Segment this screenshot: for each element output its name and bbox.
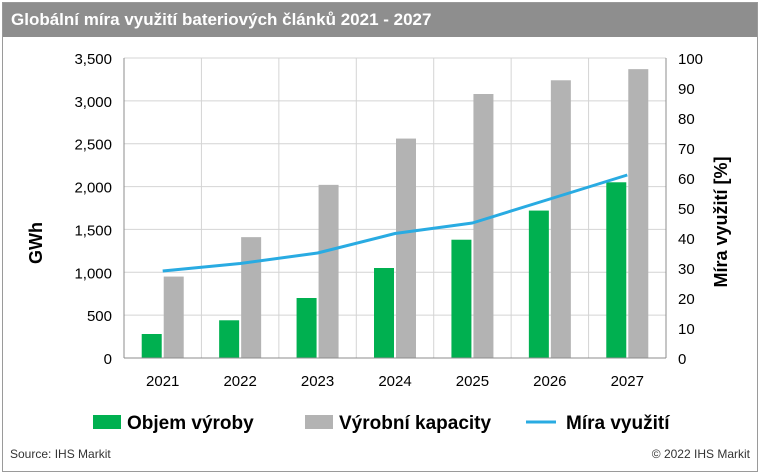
y2-tick-label: 100: [678, 51, 703, 68]
legend-label-production: Objem výroby: [127, 413, 254, 434]
utilization-line: [162, 173, 628, 273]
x-tick-label: 2026: [533, 373, 566, 390]
chart-frame: [2, 2, 758, 472]
y-tick-label: 3,500: [74, 51, 112, 68]
legend-label-utilization: Míra využití: [566, 413, 670, 434]
y-tick-label: 2,000: [74, 180, 112, 197]
y2-tick-label: 40: [678, 231, 695, 248]
y2-tick-label: 80: [678, 111, 695, 128]
bar-production: [219, 320, 240, 358]
bar-capacity: [318, 184, 339, 358]
bar-capacity: [241, 237, 262, 358]
y2-tick-label: 0: [678, 351, 686, 368]
y2-tick-label: 70: [678, 141, 695, 158]
source-note: Source: IHS Markit: [10, 447, 111, 461]
bar-capacity: [628, 69, 649, 359]
chart-title: Globální míra využití bateriových článků…: [3, 3, 757, 37]
copyright-note: © 2022 IHS Markit: [651, 447, 750, 461]
y2-tick-label: 30: [678, 261, 695, 278]
bar-production: [606, 182, 627, 358]
y-axis-label: GWh: [26, 222, 46, 264]
y-tick-label: 1,000: [74, 265, 112, 282]
bar-production: [451, 239, 472, 358]
legend-swatch-capacity: [305, 415, 333, 429]
y2-tick-label: 90: [678, 81, 695, 98]
legend-swatch-production: [93, 415, 121, 429]
bar-production: [296, 298, 317, 358]
bar-capacity: [163, 276, 184, 358]
bar-capacity: [550, 80, 571, 359]
y2-axis-label: Míra využití [%]: [711, 156, 731, 287]
x-tick-label: 2024: [378, 373, 411, 390]
x-tick-label: 2022: [223, 373, 256, 390]
y-tick-label: 1,500: [74, 222, 112, 239]
y-tick-label: 0: [104, 351, 112, 368]
x-tick-label: 2021: [146, 373, 179, 390]
bar-production: [528, 210, 549, 358]
y2-tick-label: 20: [678, 291, 695, 308]
x-tick-label: 2023: [301, 373, 334, 390]
y2-tick-label: 60: [678, 171, 695, 188]
y-tick-label: 500: [87, 308, 112, 325]
bar-capacity: [473, 94, 494, 358]
bar-production: [374, 268, 394, 358]
bar-capacity: [396, 138, 416, 358]
y-tick-label: 3,000: [74, 94, 112, 111]
y-tick-label: 2,500: [74, 137, 112, 154]
x-tick-label: 2027: [611, 373, 644, 390]
x-tick-label: 2025: [456, 373, 489, 390]
y2-tick-label: 10: [678, 321, 695, 338]
y2-tick-label: 50: [678, 201, 695, 218]
bar-production: [141, 334, 162, 358]
legend-label-capacity: Výrobní kapacity: [339, 413, 491, 434]
